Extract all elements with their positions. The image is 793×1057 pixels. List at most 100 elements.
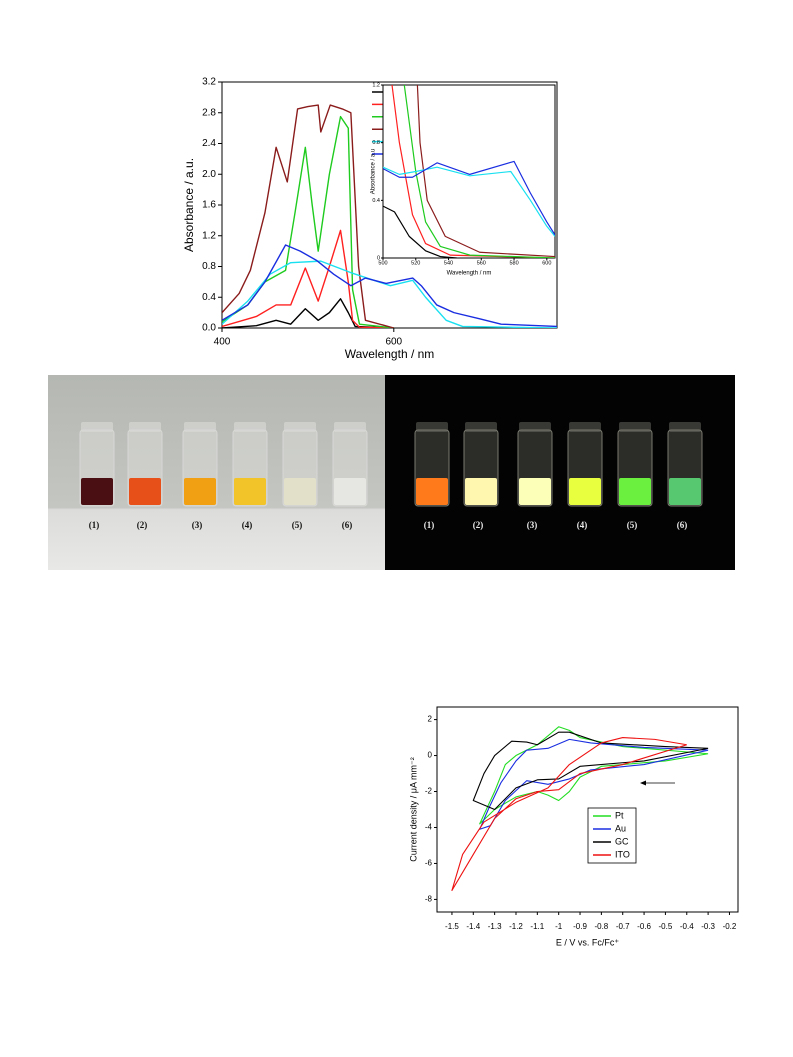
y-tick-label: -2 — [425, 787, 433, 796]
x-tick-label: -1.1 — [530, 922, 544, 931]
vial-label: (5) — [627, 520, 638, 530]
data-line — [383, 205, 457, 258]
legend-label: Pt — [615, 810, 624, 820]
y-tick-label: 0 — [428, 751, 433, 760]
vial-label: (4) — [242, 520, 253, 530]
x-tick-label: -1.5 — [445, 922, 459, 931]
chart: -1.5 -1.4 -1.3 -1.2 -1.1 -1 -0.9 -0.8 -0.7 -0.6 -0… — [408, 706, 739, 947]
data-line — [403, 85, 555, 258]
vial-label: (3) — [527, 520, 538, 530]
y-tick-label: 0.4 — [372, 198, 380, 204]
vial-neck — [129, 422, 161, 432]
data-line — [222, 298, 394, 328]
legend-frame — [587, 807, 637, 864]
x-tick-label: 600 — [385, 337, 402, 348]
vial-neck — [184, 422, 216, 432]
data-line — [416, 85, 555, 258]
vial-neck — [284, 422, 316, 432]
vial-neck — [669, 422, 701, 432]
x-tick-label: -0.3 — [701, 922, 715, 931]
data-line — [222, 229, 394, 328]
vial-liquid — [619, 478, 651, 505]
vial-neck — [334, 422, 366, 432]
x-tick-label: 600 — [542, 260, 551, 266]
y-tick-label: 0 — [377, 255, 380, 261]
x-tick-label: -1 — [555, 922, 563, 931]
x-axis-title: Wavelength / nm — [447, 271, 492, 277]
plot-lines — [383, 85, 555, 258]
vial-liquid — [669, 478, 701, 505]
scan-arrow-head — [640, 780, 646, 786]
x-tick-label: 580 — [509, 260, 518, 266]
vial-label: (6) — [677, 520, 688, 530]
y-tick-label: -6 — [425, 859, 433, 868]
vial-neck — [465, 422, 497, 432]
x-tick-label: 540 — [444, 260, 453, 266]
y-tick-label: 2.8 — [202, 107, 216, 118]
vial-label: (2) — [473, 520, 484, 530]
legend-label: ITO — [615, 849, 630, 859]
y-axis-title: Current density / μA mm⁻² — [408, 757, 418, 861]
y-tick-label: 1.2 — [202, 230, 216, 241]
x-tick-label: -0.8 — [594, 922, 608, 931]
x-axis-title: E / V vs. Fc/Fc⁺ — [556, 937, 620, 947]
plot-lines — [451, 726, 709, 891]
vial-liquid — [234, 478, 266, 505]
vial-label: (1) — [424, 520, 435, 530]
plot-frame — [436, 706, 739, 913]
y-tick-label: -4 — [425, 823, 433, 832]
vial-label: (1) — [89, 520, 100, 530]
photo-uv — [385, 375, 735, 570]
vial-label: (2) — [137, 520, 148, 530]
vial-liquid — [129, 478, 161, 505]
plot-lines — [222, 104, 557, 328]
data-line — [383, 160, 555, 236]
chart: 500 520 540 560 580 600 0 0.4 0.8 1.2 Wavelength /… — [371, 82, 556, 277]
x-tick-label: -0.6 — [637, 922, 651, 931]
x-tick-label: -0.2 — [723, 922, 737, 931]
data-line — [479, 738, 709, 830]
vial-photo: (1) (2) (3) (4) (5) (6) (1) (2) (3) (4) (5) (6) — [48, 375, 735, 570]
vial-neck — [234, 422, 266, 432]
y-tick-label: -8 — [425, 895, 433, 904]
data-line — [222, 104, 394, 328]
vial-liquid — [334, 478, 366, 505]
x-tick-label: -0.9 — [573, 922, 587, 931]
legend-label: GC — [615, 836, 629, 846]
y-tick-label: 1.2 — [372, 82, 380, 88]
vial-neck — [416, 422, 448, 432]
vial-label: (6) — [342, 520, 353, 530]
y-axis-title: Absorbance / a.u. — [182, 158, 196, 252]
x-tick-label: -1.4 — [466, 922, 480, 931]
data-line — [451, 737, 687, 891]
vial-liquid — [569, 478, 601, 505]
y-tick-label: 3.2 — [202, 77, 216, 88]
x-tick-label: 500 — [378, 260, 387, 266]
x-tick-label: -0.7 — [616, 922, 630, 931]
x-tick-label: -1.3 — [488, 922, 502, 931]
x-tick-label: -1.2 — [509, 922, 523, 931]
vial-liquid — [81, 478, 113, 505]
vial-neck — [81, 422, 113, 432]
vial-neck — [619, 422, 651, 432]
data-line — [479, 726, 709, 825]
data-line — [222, 244, 557, 328]
data-line — [383, 166, 555, 237]
data-line — [222, 260, 557, 328]
vial-label: (3) — [192, 520, 203, 530]
charts: 400 600 0.0 0.4 0.8 1.2 1.6 2.0 2.4 2.8 3.2 Wavelen… — [182, 77, 739, 947]
y-tick-label: 2.0 — [202, 169, 216, 180]
y-tick-label: 0.8 — [372, 140, 380, 146]
y-tick-label: 0.0 — [202, 323, 216, 334]
vial-liquid — [416, 478, 448, 505]
y-tick-label: 2.4 — [202, 138, 216, 149]
plot-frame — [382, 84, 556, 259]
data-line — [472, 731, 709, 811]
vial-liquid — [465, 478, 497, 505]
x-tick-label: 520 — [411, 260, 420, 266]
y-tick-label: 1.6 — [202, 200, 216, 211]
x-tick-label: -0.5 — [659, 922, 673, 931]
vial-liquid — [184, 478, 216, 505]
vial-liquid — [519, 478, 551, 505]
y-tick-label: 0.8 — [202, 261, 216, 272]
